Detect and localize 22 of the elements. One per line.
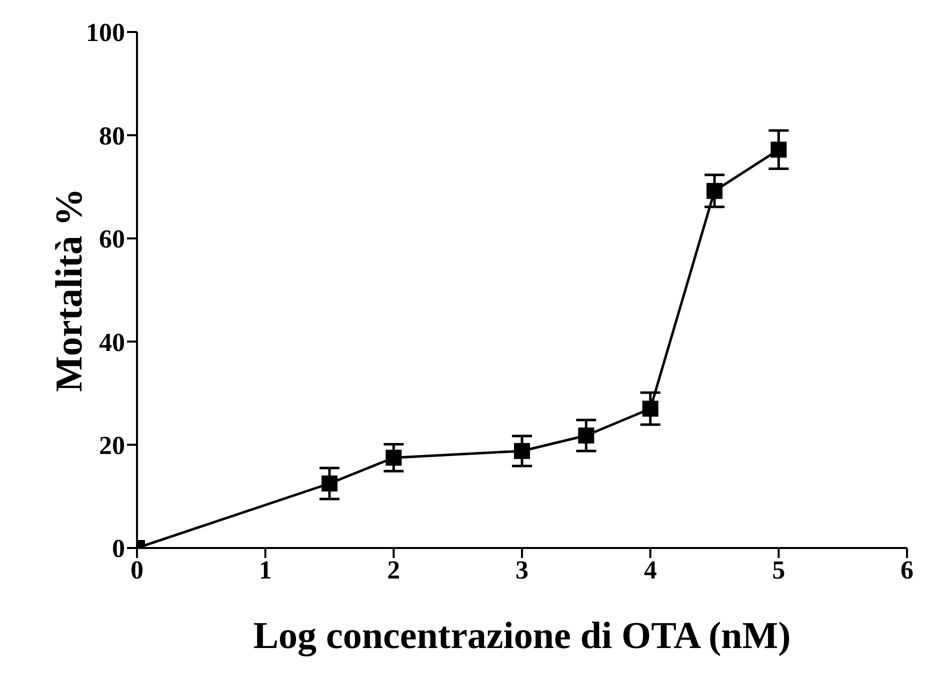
y-tick-label: 80 xyxy=(99,121,125,150)
x-tick-label: 0 xyxy=(130,555,144,584)
x-tick-label: 5 xyxy=(772,555,786,584)
point xyxy=(322,476,338,492)
y-tick-label: 100 xyxy=(86,18,125,48)
point xyxy=(386,450,402,466)
x-axis-title: Log concentrazione di OTA (nM) xyxy=(253,615,791,657)
point xyxy=(770,142,787,158)
x-tick-label: 1 xyxy=(258,555,272,584)
y-tick-label: 20 xyxy=(99,431,125,460)
y-tick-label: 40 xyxy=(99,328,125,357)
x-tick-label: 3 xyxy=(516,555,528,584)
point xyxy=(514,442,530,459)
x-tick-label: 4 xyxy=(644,555,657,584)
y-axis-title: Mortalità % xyxy=(48,188,90,392)
y-tick-label: 60 xyxy=(99,224,125,254)
point xyxy=(578,428,594,444)
x-tick-label: 6 xyxy=(900,555,914,584)
point xyxy=(706,182,722,199)
point xyxy=(642,400,658,417)
y-tick-label: 0 xyxy=(112,534,125,564)
x-tick-label: 2 xyxy=(387,555,400,584)
